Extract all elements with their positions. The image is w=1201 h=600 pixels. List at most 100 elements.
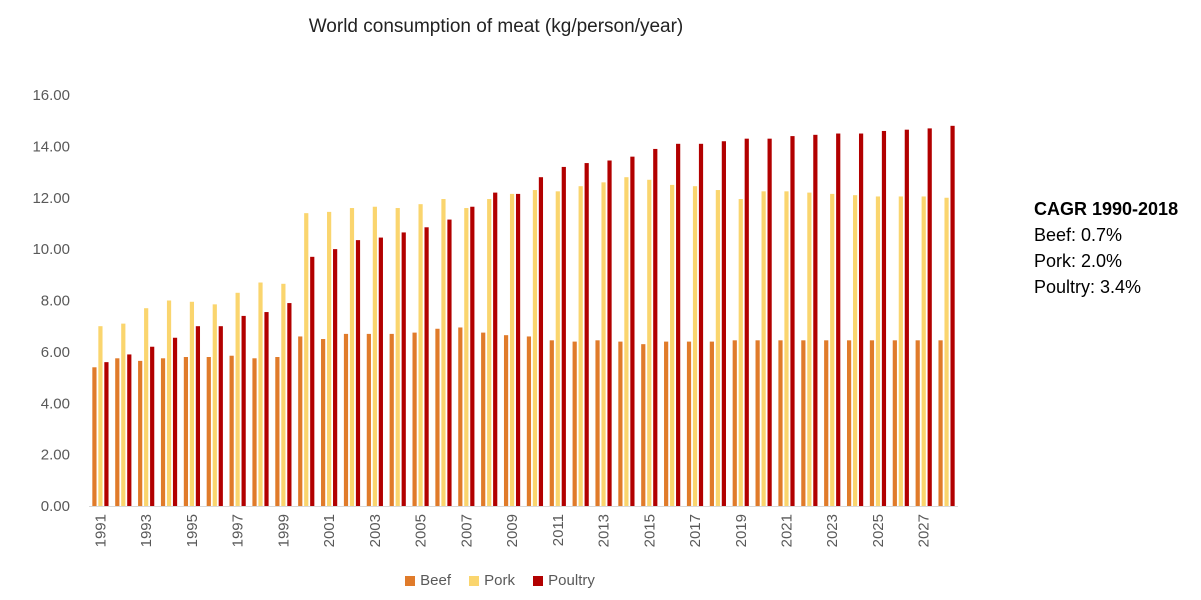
- bar-poultry: [310, 256, 315, 506]
- bar-poultry: [538, 177, 544, 506]
- bar-pork: [944, 197, 949, 506]
- y-tick-label: 0.00: [41, 498, 70, 515]
- bar-beef: [503, 335, 509, 506]
- bar-poultry: [698, 143, 704, 506]
- x-tick-label: 2025: [870, 514, 887, 547]
- bar-pork: [304, 213, 309, 506]
- bar-poultry: [127, 354, 132, 506]
- bar-pork: [578, 186, 583, 506]
- bar-beef: [458, 327, 463, 506]
- bar-poultry: [813, 134, 818, 506]
- legend-item-pork[interactable]: Pork: [469, 572, 515, 589]
- bar-beef: [801, 340, 806, 506]
- bar-beef: [732, 340, 737, 506]
- cagr-annotation: CAGR 1990-2018 Beef: 0.7% Pork: 2.0% Pou…: [1034, 196, 1178, 300]
- bar-beef: [343, 333, 349, 506]
- bar-beef: [641, 344, 646, 506]
- bar-beef: [389, 333, 394, 506]
- y-tick-label: 8.00: [41, 293, 70, 310]
- legend: Beef Pork Poultry: [0, 572, 1000, 589]
- bar-poultry: [584, 163, 589, 506]
- bar-pork: [144, 308, 149, 506]
- bar-poultry: [653, 148, 658, 506]
- bar-poultry: [767, 138, 772, 507]
- bar-beef: [869, 340, 875, 506]
- x-tick-label: 2015: [641, 514, 658, 547]
- bar-poultry: [927, 128, 932, 506]
- bar-poultry: [355, 240, 361, 506]
- bar-beef: [160, 358, 166, 506]
- bar-pork: [807, 192, 812, 507]
- bar-poultry: [630, 156, 635, 506]
- x-tick-label: 1995: [184, 514, 201, 547]
- bar-beef: [229, 355, 234, 506]
- bar-pork: [464, 208, 469, 506]
- bar-pork: [852, 195, 858, 506]
- bar-pork: [166, 300, 172, 506]
- bar-poultry: [378, 237, 383, 506]
- bar-beef: [778, 340, 783, 506]
- bar-beef: [618, 341, 623, 506]
- y-tick-label: 12.00: [32, 190, 70, 207]
- cagr-beef: Beef: 0.7%: [1034, 225, 1123, 245]
- bar-poultry: [218, 326, 223, 506]
- bar-pork: [532, 190, 538, 507]
- x-tick-label: 2001: [321, 514, 338, 547]
- legend-swatch-pork: [469, 576, 480, 586]
- bar-poultry: [264, 312, 269, 506]
- bar-pork: [121, 323, 126, 506]
- x-tick-label: 2021: [778, 514, 795, 547]
- bar-pork: [441, 199, 446, 506]
- bar-pork: [509, 193, 515, 506]
- bar-poultry: [424, 227, 429, 507]
- bar-pork: [212, 304, 217, 506]
- bar-beef: [755, 340, 760, 506]
- x-tick-label: 2003: [367, 514, 384, 547]
- bar-poultry: [790, 136, 795, 506]
- bar-poultry: [287, 303, 292, 506]
- bar-poultry: [515, 193, 521, 506]
- cagr-heading: CAGR 1990-2018: [1034, 199, 1179, 219]
- bar-pork: [624, 177, 629, 506]
- bar-pork: [395, 208, 400, 506]
- bar-beef: [572, 341, 577, 506]
- bar-beef: [709, 341, 714, 506]
- bar-beef: [686, 341, 692, 506]
- legend-item-beef[interactable]: Beef: [405, 572, 451, 589]
- bar-poultry: [561, 166, 566, 506]
- cagr-pork: Pork: 2.0%: [1034, 251, 1123, 271]
- bar-poultry: [607, 160, 612, 506]
- bar-poultry: [172, 337, 178, 506]
- y-tick-label: 14.00: [32, 138, 70, 155]
- bar-poultry: [493, 192, 498, 507]
- bar-poultry: [104, 362, 109, 506]
- bar-beef: [298, 336, 303, 506]
- bar-poultry: [195, 326, 201, 506]
- bar-pork: [349, 208, 355, 506]
- y-tick-label: 4.00: [41, 395, 70, 412]
- bar-pork: [189, 301, 195, 506]
- bar-poultry: [744, 138, 749, 507]
- legend-item-poultry[interactable]: Poultry: [533, 572, 595, 589]
- bar-poultry: [950, 125, 955, 506]
- bar-beef: [892, 340, 897, 506]
- bar-poultry: [881, 130, 887, 506]
- bar-beef: [938, 340, 943, 506]
- x-tick-label: 2027: [916, 514, 933, 547]
- bar-beef: [366, 333, 371, 506]
- bar-pork: [761, 191, 766, 506]
- bar-beef: [92, 367, 97, 506]
- bar-pork: [258, 282, 263, 506]
- bar-pork: [784, 191, 789, 506]
- bar-pork: [487, 199, 492, 506]
- bar-poultry: [904, 129, 909, 506]
- bar-beef: [664, 341, 669, 506]
- bar-poultry: [447, 219, 452, 506]
- bar-beef: [846, 340, 852, 506]
- bar-pork: [692, 186, 698, 506]
- bar-pork: [738, 199, 743, 506]
- legend-swatch-poultry: [533, 576, 544, 586]
- bar-beef: [115, 358, 120, 506]
- bar-pork: [327, 211, 332, 506]
